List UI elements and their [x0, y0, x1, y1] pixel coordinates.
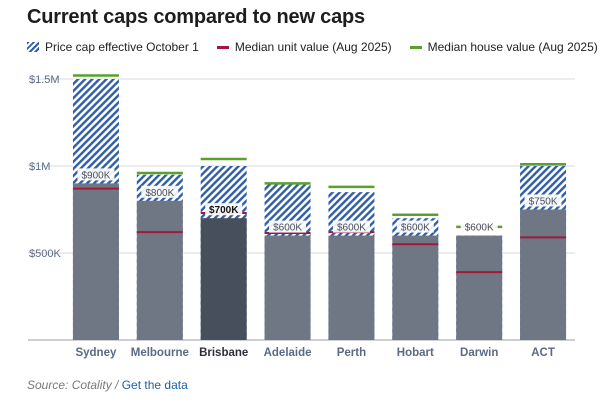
- y-tick-label: $500K: [29, 248, 61, 260]
- category-label-adelaide: Adelaide: [264, 347, 312, 359]
- data-label-bg: [205, 203, 243, 216]
- legend-label-house: Median house value (Aug 2025): [427, 40, 598, 54]
- current-cap-bar-adelaide: [264, 235, 311, 340]
- category-label-hobart: Hobart: [397, 347, 434, 359]
- data-label-bg: [77, 168, 115, 181]
- data-label-act: $750K: [529, 197, 558, 208]
- category-label-sydney: Sydney: [75, 347, 117, 359]
- legend-item-house: Median house value (Aug 2025): [409, 40, 598, 54]
- data-label-sydney: $900K: [81, 170, 110, 181]
- category-label-perth: Perth: [337, 347, 366, 359]
- legend: Price cap effective October 1 Median uni…: [27, 40, 598, 54]
- current-cap-bar-darwin: [456, 235, 503, 340]
- source-text: Source: Cotality /: [27, 378, 119, 392]
- y-tick-label: $1.5M: [29, 74, 60, 86]
- data-label-bg: [269, 220, 307, 233]
- y-tick-label: $1M: [29, 161, 50, 173]
- data-label-darwin: $600K: [465, 223, 494, 234]
- current-cap-bar-brisbane: [200, 218, 247, 340]
- category-label-darwin: Darwin: [460, 347, 498, 359]
- source-note: Source: Cotality / Get the data: [27, 378, 188, 392]
- unit-line-swatch-icon: [216, 45, 229, 49]
- data-label-hobart: $600K: [401, 223, 430, 234]
- legend-label-cap: Price cap effective October 1: [45, 40, 199, 54]
- category-label-act: ACT: [531, 347, 555, 359]
- legend-item-unit: Median unit value (Aug 2025): [216, 40, 392, 54]
- legend-label-unit: Median unit value (Aug 2025): [234, 40, 392, 54]
- house-line-swatch-icon: [409, 45, 422, 49]
- current-cap-bar-sydney: [72, 183, 119, 340]
- legend-item-cap: Price cap effective October 1: [27, 40, 199, 54]
- data-label-bg: [524, 194, 562, 207]
- current-cap-bar-hobart: [392, 235, 439, 340]
- data-label-bg: [141, 185, 179, 198]
- current-cap-bar-act: [520, 209, 567, 340]
- chart-title: Current caps compared to new caps: [27, 6, 365, 28]
- get-the-data-link[interactable]: Get the data: [121, 378, 188, 392]
- data-label-bg: [460, 220, 498, 233]
- hatch-swatch-icon: [27, 42, 39, 52]
- current-cap-bar-melbourne: [136, 200, 183, 340]
- current-cap-bar-perth: [328, 235, 375, 340]
- data-label-bg: [332, 220, 370, 233]
- data-label-bg: [396, 220, 434, 233]
- data-label-melbourne: $800K: [145, 188, 174, 199]
- data-label-perth: $600K: [337, 223, 366, 234]
- category-label-brisbane: Brisbane: [199, 347, 248, 359]
- data-label-brisbane: $700K: [209, 205, 239, 216]
- category-label-melbourne: Melbourne: [131, 347, 189, 359]
- data-label-adelaide: $600K: [273, 223, 302, 234]
